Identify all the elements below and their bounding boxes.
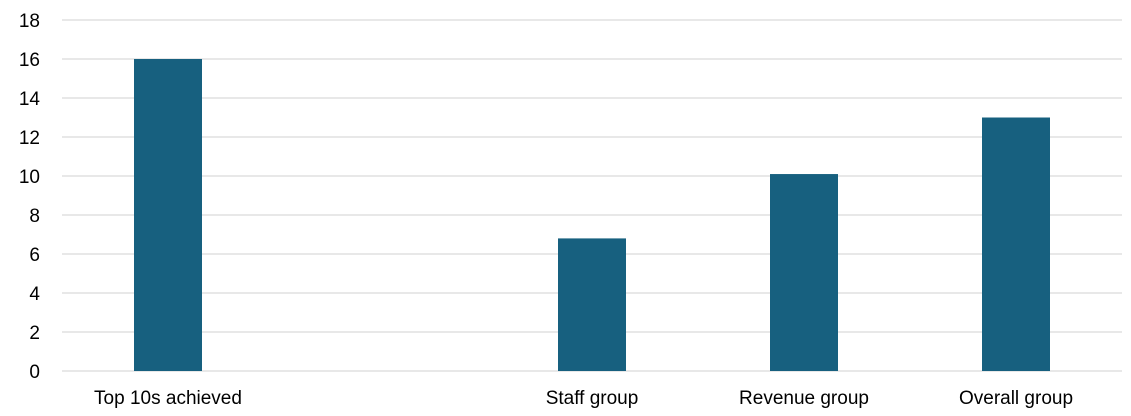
x-category-label: Overall group — [959, 388, 1073, 409]
y-tick-label: 16 — [19, 50, 40, 71]
y-tick-label: 2 — [29, 323, 40, 344]
y-tick-label: 4 — [29, 284, 40, 305]
x-category-label: Revenue group — [739, 388, 869, 409]
y-tick-label: 10 — [19, 167, 40, 188]
bar-top-10s-achieved — [134, 59, 202, 371]
x-axis-category-labels: Top 10s achieved Staff group Revenue group… — [94, 388, 1073, 409]
y-axis-tick-labels: 0 2 4 6 8 10 12 14 16 18 — [19, 11, 41, 383]
bar-overall-group — [982, 117, 1050, 371]
bar-revenue-group — [770, 174, 838, 371]
x-category-label: Staff group — [546, 388, 639, 409]
y-tick-label: 18 — [19, 11, 40, 32]
y-tick-label: 0 — [29, 362, 40, 383]
y-tick-label: 14 — [19, 89, 41, 110]
y-tick-label: 12 — [19, 128, 40, 149]
grid-layer — [62, 19, 1122, 372]
bar-layer — [134, 59, 1050, 371]
y-tick-label: 6 — [29, 245, 40, 266]
y-tick-label: 8 — [29, 206, 40, 227]
bar-staff-group — [558, 238, 626, 371]
x-category-label: Top 10s achieved — [94, 388, 242, 409]
